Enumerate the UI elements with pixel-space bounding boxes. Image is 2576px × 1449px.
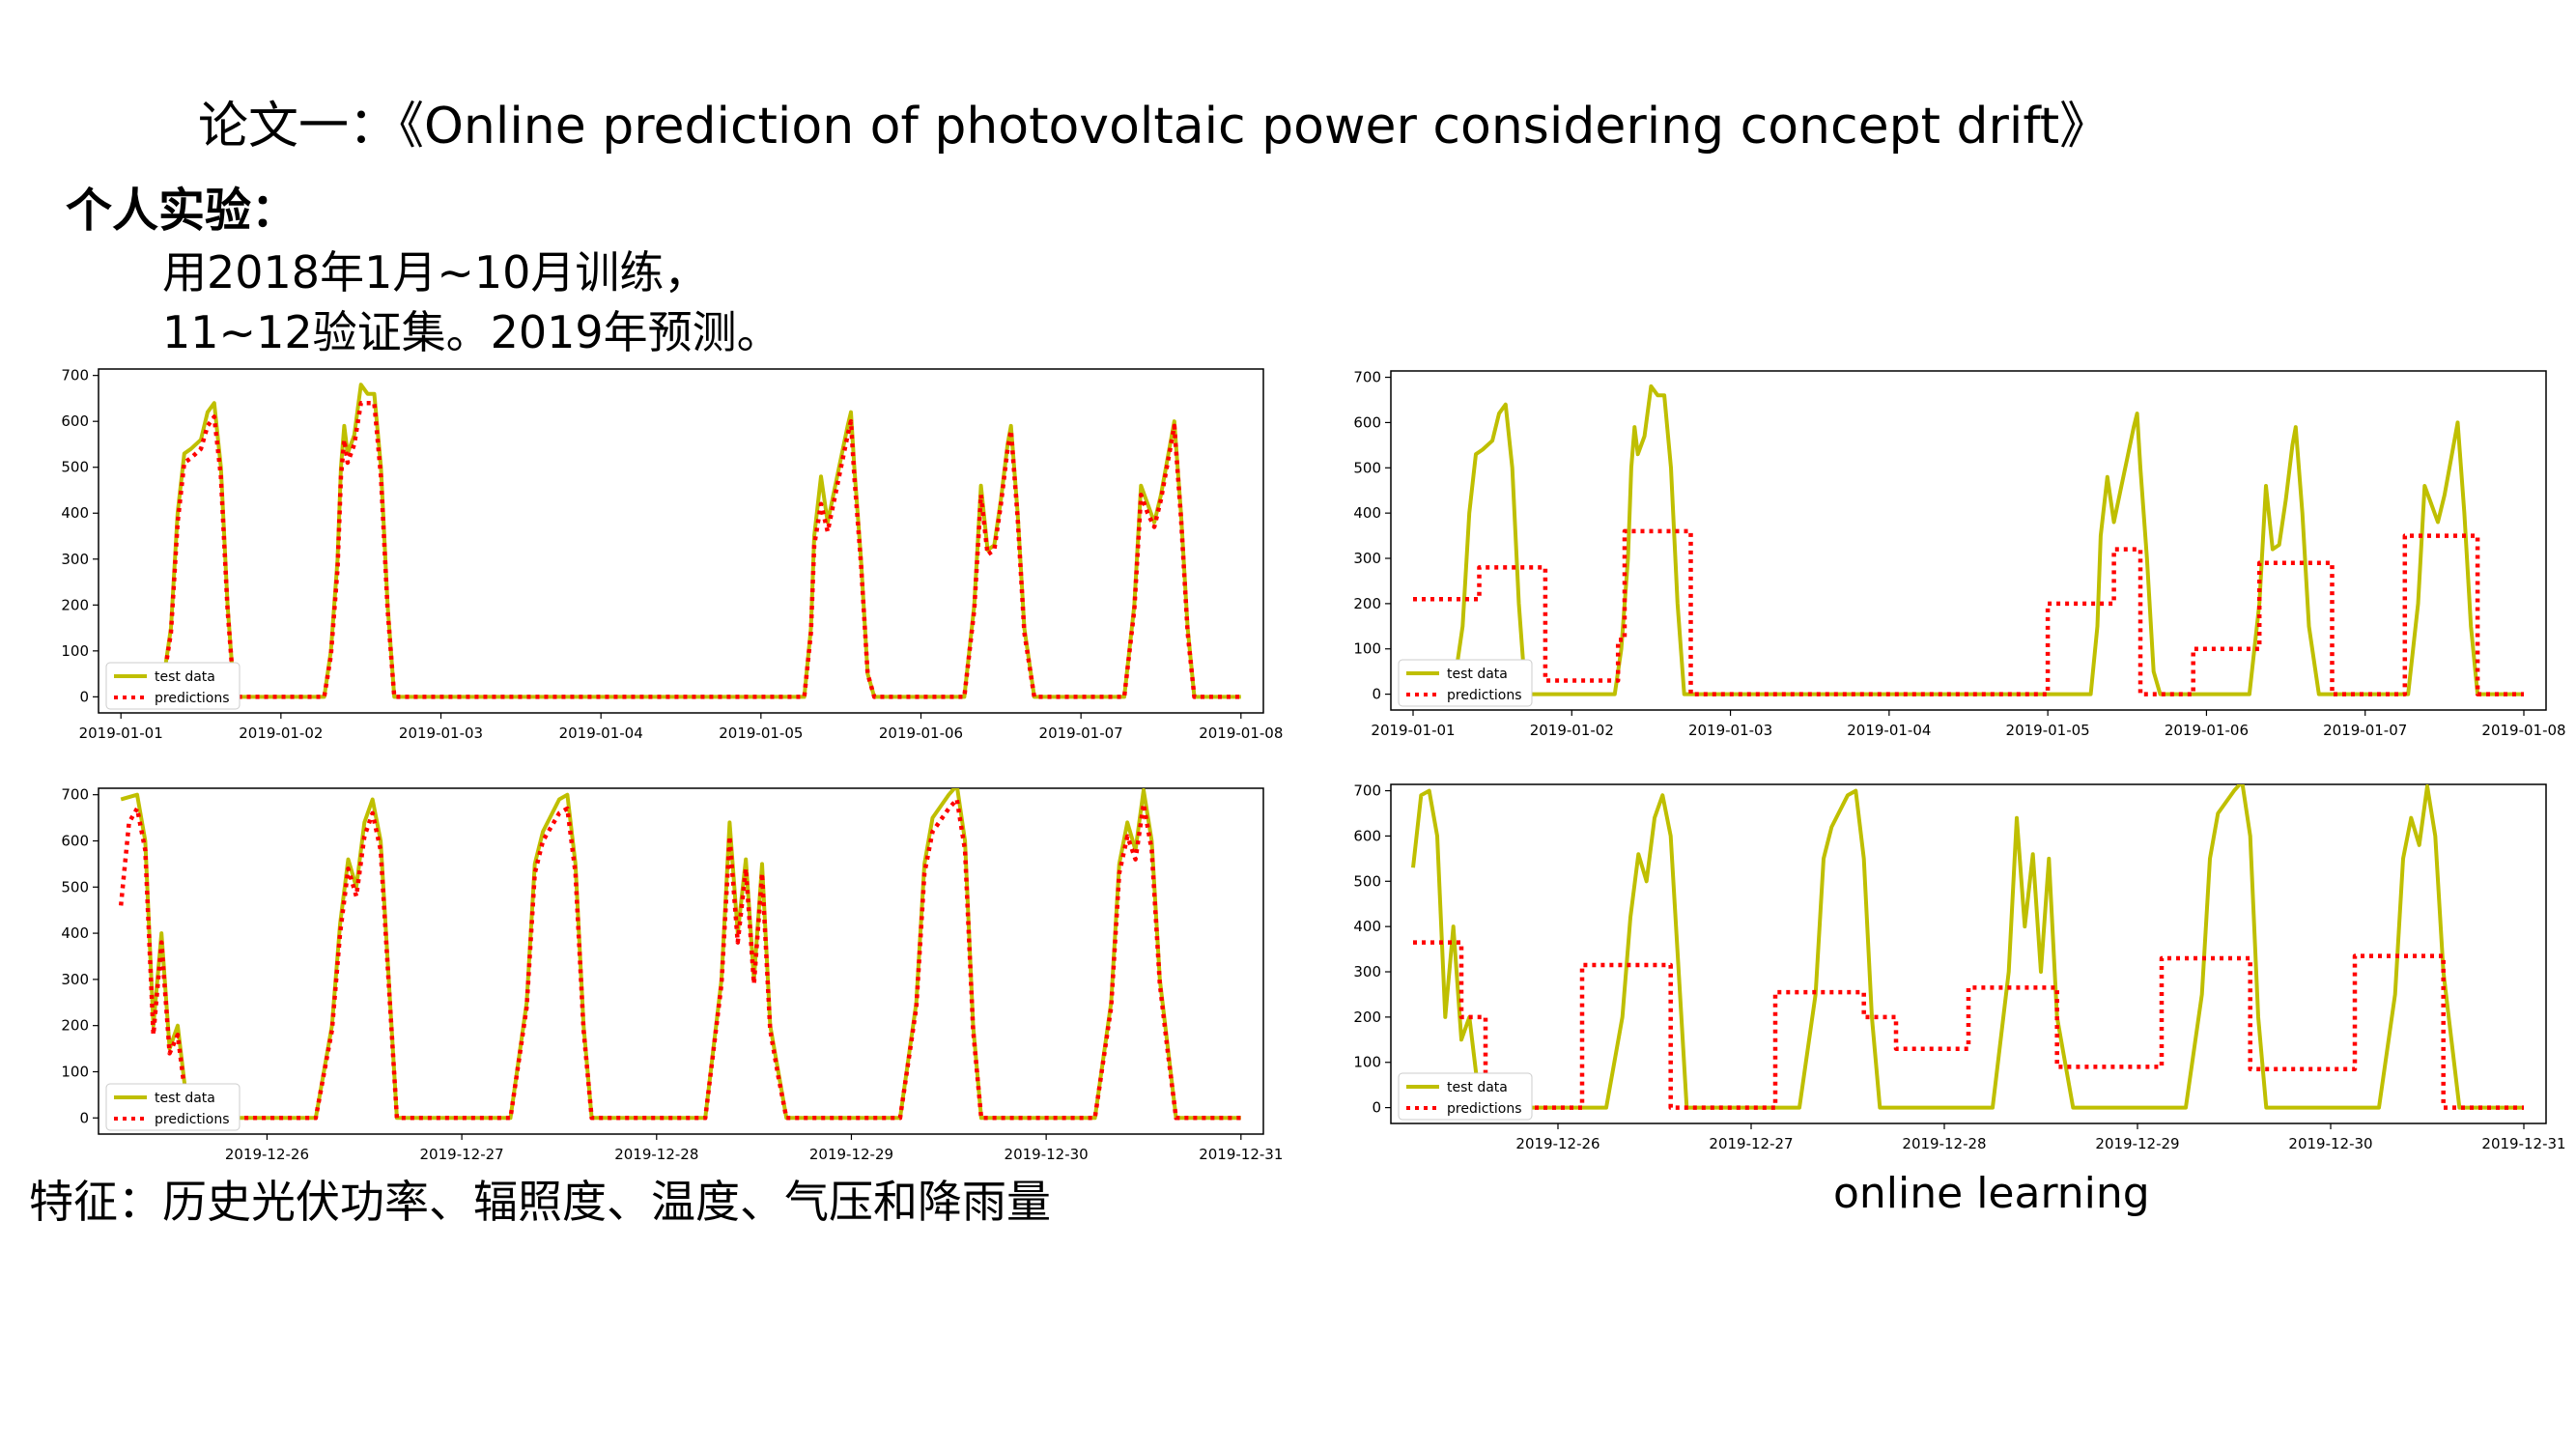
plot-series bbox=[121, 383, 1241, 699]
legend-predictions-label: predictions bbox=[155, 691, 230, 706]
x-tick-label: 2019-12-28 bbox=[614, 1146, 698, 1163]
y-tick-label: 700 bbox=[61, 786, 89, 804]
y-tick-label: 600 bbox=[1353, 413, 1381, 431]
section-heading: 个人实验： bbox=[66, 184, 298, 238]
x-tick-label: 2019-12-31 bbox=[1199, 1146, 1283, 1163]
y-tick-label: 200 bbox=[61, 1017, 89, 1035]
y-tick-label: 300 bbox=[1353, 550, 1381, 567]
x-tick-label: 2019-01-07 bbox=[2323, 722, 2407, 739]
x-tick-label: 2019-12-29 bbox=[2095, 1135, 2179, 1152]
experiment-description-line-2: 11~12验证集。2019年预测。 bbox=[162, 306, 781, 358]
x-tick-label: 2019-01-05 bbox=[719, 724, 803, 742]
x-tick-label: 2019-01-03 bbox=[399, 724, 483, 742]
experiment-description-line-1: 用2018年1月~10月训练， bbox=[162, 246, 709, 298]
y-tick-label: 700 bbox=[1353, 782, 1381, 800]
plot-series bbox=[1413, 384, 2524, 696]
x-tick-label: 2019-12-26 bbox=[1515, 1135, 1599, 1152]
y-tick-label: 100 bbox=[61, 642, 89, 660]
predictions-series-line bbox=[1413, 528, 2524, 696]
x-tick-label: 2019-01-07 bbox=[1039, 724, 1123, 742]
x-tick-label: 2019-01-04 bbox=[1847, 722, 1931, 739]
plot-series bbox=[118, 788, 1241, 1121]
x-tick-label: 2019-01-06 bbox=[879, 724, 963, 742]
y-tick-label: 700 bbox=[61, 367, 89, 384]
features-caption: 特征：历史光伏功率、辐照度、温度、气压和降雨量 bbox=[29, 1176, 1051, 1228]
y-tick-label: 300 bbox=[61, 971, 89, 988]
y-tick-label: 200 bbox=[1353, 1009, 1381, 1026]
predictions-series-line bbox=[121, 400, 1241, 699]
y-tick-label: 100 bbox=[61, 1063, 89, 1080]
plot-series bbox=[1411, 784, 2524, 1110]
chart-jan-online: 0 100 200 300 400 500 600 700 2019-01-01 2019-01-… bbox=[1331, 365, 2565, 752]
predictions-series-line bbox=[118, 797, 1241, 1121]
test-data-series-line bbox=[1413, 384, 2524, 696]
y-tick-label: 300 bbox=[1353, 963, 1381, 980]
x-tick-label: 2019-12-29 bbox=[809, 1146, 893, 1163]
y-tick-label: 500 bbox=[61, 459, 89, 476]
x-tick-label: 2019-12-26 bbox=[225, 1146, 309, 1163]
plot-frame bbox=[98, 787, 1264, 1135]
x-tick-label: 2019-01-01 bbox=[79, 724, 163, 742]
y-tick-label: 400 bbox=[1353, 504, 1381, 522]
x-tick-label: 2019-12-31 bbox=[2481, 1135, 2565, 1152]
y-tick-label: 500 bbox=[61, 878, 89, 895]
x-tick-label: 2019-12-30 bbox=[2288, 1135, 2372, 1152]
x-tick-label: 2019-01-08 bbox=[2481, 722, 2565, 739]
x-tick-label: 2019-01-02 bbox=[1530, 722, 1614, 739]
chart-dec-offline-svg: 0 100 200 300 400 500 600 700 2019-12-26 2019-12-… bbox=[61, 786, 1283, 1163]
x-tick-label: 2019-01-02 bbox=[239, 724, 323, 742]
x-tick-label: 2019-01-01 bbox=[1371, 722, 1455, 739]
y-tick-label: 400 bbox=[1353, 918, 1381, 935]
y-tick-label: 100 bbox=[1353, 1054, 1381, 1071]
chart-dec-offline: 0 100 200 300 400 500 600 700 2019-12-26 2019-12-… bbox=[39, 784, 1294, 1171]
x-tick-label: 2019-01-08 bbox=[1199, 724, 1283, 742]
online-learning-caption: online learning bbox=[1833, 1169, 2150, 1218]
legend-predictions-label: predictions bbox=[1447, 688, 1522, 703]
legend-test-data-label: test data bbox=[1447, 1080, 1508, 1095]
y-tick-label: 600 bbox=[61, 412, 89, 430]
legend-predictions-label: predictions bbox=[155, 1112, 230, 1127]
x-tick-label: 2019-01-03 bbox=[1688, 722, 1772, 739]
plot-frame bbox=[1390, 370, 2547, 711]
chart-jan-online-svg: 0 100 200 300 400 500 600 700 2019-01-01 2019-01-… bbox=[1353, 369, 2565, 739]
y-tick-label: 400 bbox=[61, 924, 89, 942]
y-tick-label: 600 bbox=[61, 832, 89, 849]
y-tick-label: 0 bbox=[1372, 686, 1381, 703]
y-tick-label: 0 bbox=[79, 1109, 89, 1126]
y-tick-label: 400 bbox=[61, 504, 89, 522]
x-tick-label: 2019-12-30 bbox=[1005, 1146, 1089, 1163]
legend-predictions-label: predictions bbox=[1447, 1101, 1522, 1117]
chart-dec-online-svg: 0 100 200 300 400 500 600 700 2019-12-26 2019-12-… bbox=[1353, 782, 2565, 1152]
y-tick-label: 700 bbox=[1353, 369, 1381, 386]
legend-test-data-label: test data bbox=[1447, 667, 1508, 682]
y-tick-label: 0 bbox=[1372, 1099, 1381, 1117]
x-tick-label: 2019-01-06 bbox=[2165, 722, 2249, 739]
chart-dec-online: 0 100 200 300 400 500 600 700 2019-12-26 2019-12-… bbox=[1331, 781, 2565, 1167]
x-tick-label: 2019-01-04 bbox=[559, 724, 643, 742]
x-tick-label: 2019-12-27 bbox=[420, 1146, 504, 1163]
y-tick-label: 0 bbox=[79, 688, 89, 705]
slide-title: 论文一：《Online prediction of photovoltaic p… bbox=[198, 98, 2110, 156]
test-data-series-line bbox=[1411, 784, 2524, 1110]
plot-frame bbox=[98, 368, 1264, 714]
predictions-series-line bbox=[1413, 940, 2524, 1110]
x-tick-label: 2019-12-27 bbox=[1709, 1135, 1793, 1152]
y-tick-label: 100 bbox=[1353, 640, 1381, 658]
y-tick-label: 500 bbox=[1353, 459, 1381, 476]
x-tick-label: 2019-12-28 bbox=[1902, 1135, 1986, 1152]
y-tick-label: 200 bbox=[61, 596, 89, 613]
legend-test-data-label: test data bbox=[155, 669, 215, 685]
legend-test-data-label: test data bbox=[155, 1091, 215, 1106]
chart-jan-offline-svg: 0 100 200 300 400 500 600 700 2019-01-01 2019-01-… bbox=[61, 367, 1283, 742]
x-tick-label: 2019-01-05 bbox=[2006, 722, 2090, 739]
y-tick-label: 300 bbox=[61, 551, 89, 568]
y-tick-label: 500 bbox=[1353, 872, 1381, 890]
y-tick-label: 200 bbox=[1353, 595, 1381, 612]
y-tick-label: 600 bbox=[1353, 827, 1381, 844]
chart-jan-offline: 0 100 200 300 400 500 600 700 2019-01-01 2019-01-… bbox=[39, 365, 1294, 752]
